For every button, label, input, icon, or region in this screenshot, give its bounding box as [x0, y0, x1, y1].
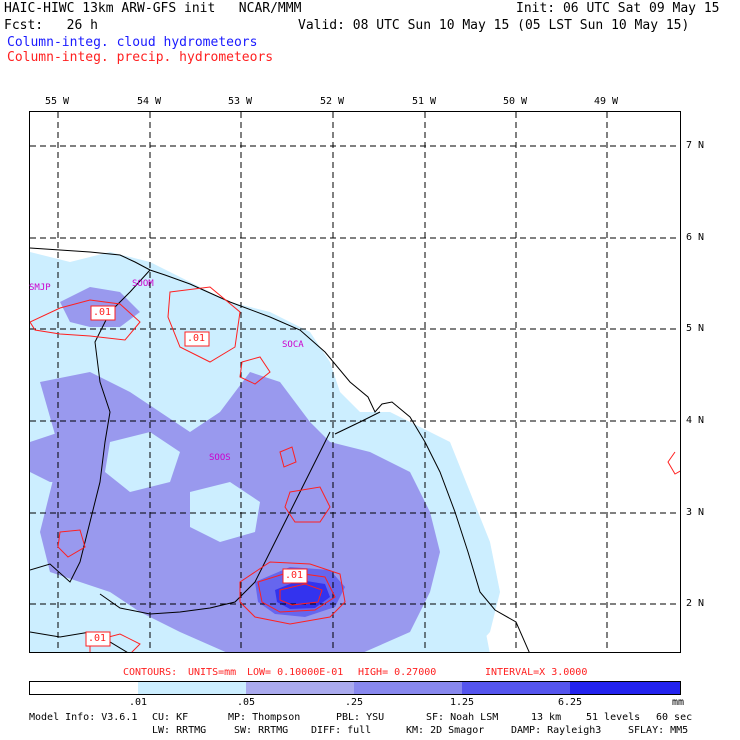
legend-tick-3: .25: [344, 697, 364, 708]
legend-tick-4: 1.25: [449, 697, 475, 708]
contour-label-2: .01: [187, 333, 206, 344]
model-info-sw: SW: RRTMG: [234, 725, 289, 736]
legend-seg-1: [138, 682, 246, 694]
lon-label-50w: 50 W: [502, 96, 528, 107]
lat-label-6n: 6 N: [686, 232, 705, 243]
model-info-levels: 51 levels: [586, 712, 641, 723]
model-info-sf: SF: Noah LSM: [426, 712, 499, 723]
contour-info-interval: INTERVAL=X 3.0000: [485, 667, 588, 678]
legend-unit: mm: [671, 697, 685, 708]
contour-label-box-2: [184, 331, 210, 347]
model-info-mp: MP: Thompson: [228, 712, 301, 723]
lon-label-53w: 53 W: [227, 96, 253, 107]
model-info-damp: DAMP: Rayleigh3: [511, 725, 602, 736]
legend-tick-5: 6.25: [557, 697, 583, 708]
station-label-soom: SOOM: [132, 279, 154, 289]
lat-label-7n: 7 N: [686, 140, 705, 151]
model-info-resolution: 13 km: [531, 712, 562, 723]
contour-label-boxes: [85, 305, 308, 647]
legend-seg-0: [30, 682, 138, 694]
model-info-version: Model Info: V3.6.1: [29, 712, 138, 723]
station-label-smjp: SMJP: [29, 283, 51, 293]
header-init-time: Init: 06 UTC Sat 09 May 15: [516, 1, 720, 16]
legend-seg-3: [354, 682, 462, 694]
lat-label-4n: 4 N: [686, 415, 705, 426]
color-legend-bar: [29, 681, 681, 695]
legend-tick-2: .05: [236, 697, 256, 708]
model-info-lw: LW: RRTMG: [152, 725, 207, 736]
lon-label-49w: 49 W: [593, 96, 619, 107]
map-panel: [29, 111, 681, 653]
model-info-pbl: PBL: YSU: [336, 712, 385, 723]
model-info-timestep: 60 sec: [656, 712, 693, 723]
lat-label-2n: 2 N: [686, 598, 705, 609]
header-forecast-hour: Fcst: 26 h: [4, 18, 98, 33]
field-label-cloud: Column-integ. cloud hydrometeors: [7, 35, 258, 50]
cloud-clear-patch-2: [190, 482, 260, 542]
contour-info-high: HIGH= 0.27000: [358, 667, 437, 678]
contour-label-box-3: [282, 568, 308, 584]
lon-label-51w: 51 W: [411, 96, 437, 107]
contour-label-4: .01: [88, 633, 107, 644]
graticule: [30, 112, 680, 652]
contour-label-box-1: [90, 305, 116, 321]
lat-label-5n: 5 N: [686, 323, 705, 334]
model-info-km: KM: 2D Smagor: [406, 725, 485, 736]
border-guiana-brazil: [99, 431, 331, 615]
lon-label-52w: 52 W: [319, 96, 345, 107]
header-valid-time: Valid: 08 UTC Sun 10 May 15 (05 LST Sun …: [298, 18, 690, 33]
lon-label-54w: 54 W: [136, 96, 162, 107]
legend-tick-1: .01: [128, 697, 148, 708]
field-label-precip: Column-integ. precip. hydrometeors: [7, 50, 274, 65]
model-info-sflay: SFLAY: MM5: [628, 725, 689, 736]
header-title: HAIC-HIWC 13km ARW-GFS init NCAR/MMM: [4, 1, 302, 16]
contour-label-1: .01: [93, 307, 112, 318]
station-label-soos: SOOS: [209, 453, 231, 463]
map-canvas: [30, 112, 680, 652]
contour-label-3: .01: [285, 570, 304, 581]
cloud-clear-patch-1: [105, 432, 180, 492]
border-amapa: [334, 411, 381, 435]
legend-seg-2: [246, 682, 354, 694]
station-label-soca: SOCA: [282, 340, 304, 350]
model-info-cu: CU: KF: [152, 712, 189, 723]
model-info-diff: DIFF: full: [311, 725, 372, 736]
cloud-shade-medium-sw: [30, 432, 100, 482]
lon-label-55w: 55 W: [44, 96, 70, 107]
legend-seg-4: [462, 682, 570, 694]
contour-info-units: UNITS=mm: [188, 667, 237, 678]
legend-seg-5: [570, 682, 680, 694]
contour-label-box-4: [85, 631, 111, 647]
contour-info-title: CONTOURS:: [123, 667, 178, 678]
contour-info-low: LOW= 0.10000E-01: [247, 667, 344, 678]
lat-label-3n: 3 N: [686, 507, 705, 518]
